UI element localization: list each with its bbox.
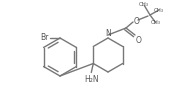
Text: N: N: [105, 29, 111, 38]
Text: Br: Br: [41, 33, 49, 43]
Text: H₂N: H₂N: [84, 75, 99, 84]
Text: CH₃: CH₃: [151, 20, 161, 26]
Text: O: O: [136, 36, 142, 45]
Text: CH₃: CH₃: [154, 8, 164, 13]
Text: CH₃: CH₃: [139, 3, 149, 8]
Text: O: O: [134, 17, 140, 26]
